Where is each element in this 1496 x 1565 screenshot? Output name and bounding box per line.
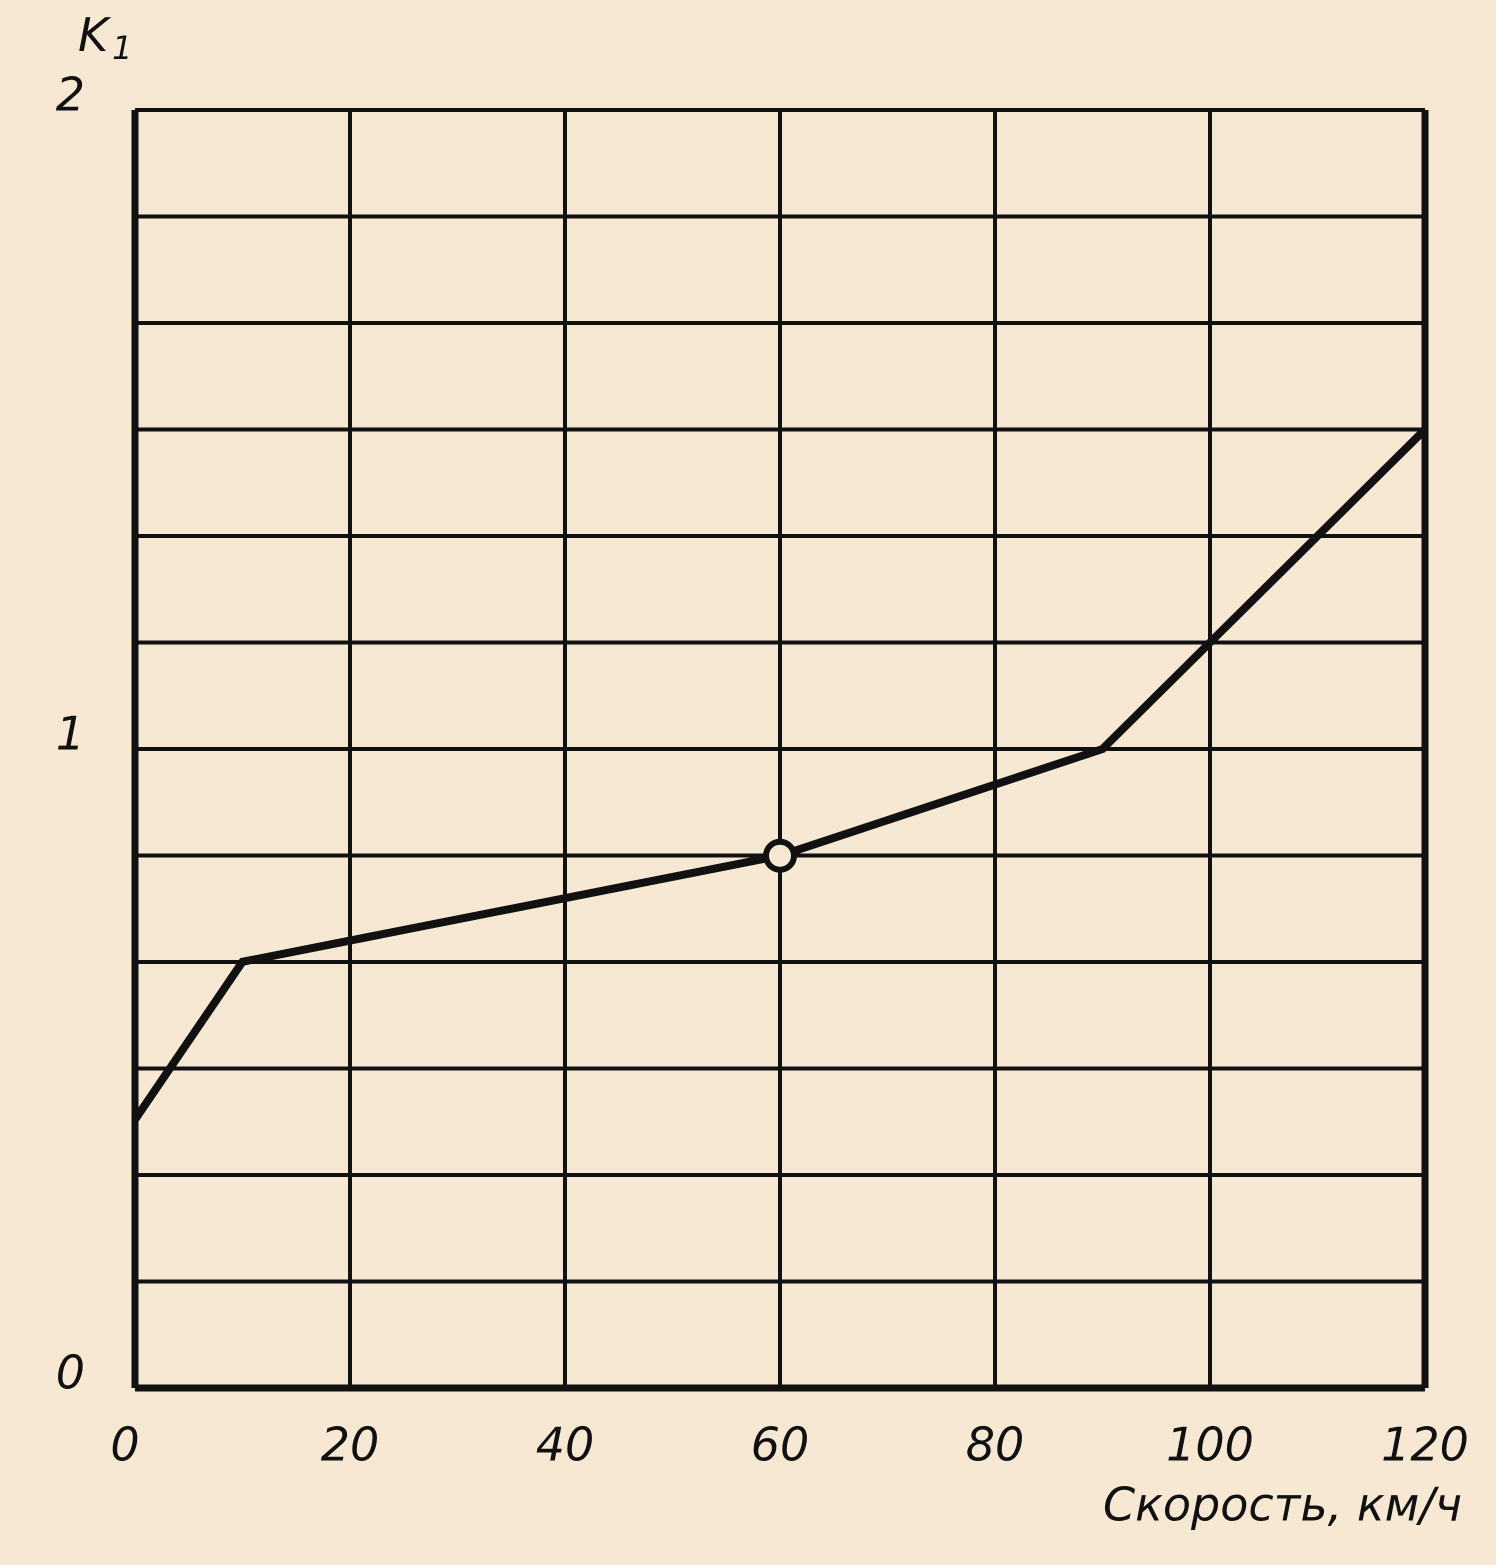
x-tick-label: 80 [966,1418,1025,1472]
y-label-sub: 1 [112,29,132,67]
x-tick-label: 100 [1166,1418,1254,1472]
y-label-main: K [78,8,112,62]
x-tick-label: 0 [110,1418,139,1472]
y-tick-label: 1 [56,707,85,761]
x-tick-label: 120 [1381,1418,1469,1472]
data-point-marker [763,838,797,873]
x-axis-label: Скорость, км/ч [1103,1478,1462,1532]
x-tick-label: 60 [751,1418,810,1472]
x-tick-label: 20 [321,1418,380,1472]
y-tick-label: 0 [56,1346,85,1400]
y-tick-label: 2 [56,68,85,122]
x-tick-label: 40 [536,1418,595,1472]
